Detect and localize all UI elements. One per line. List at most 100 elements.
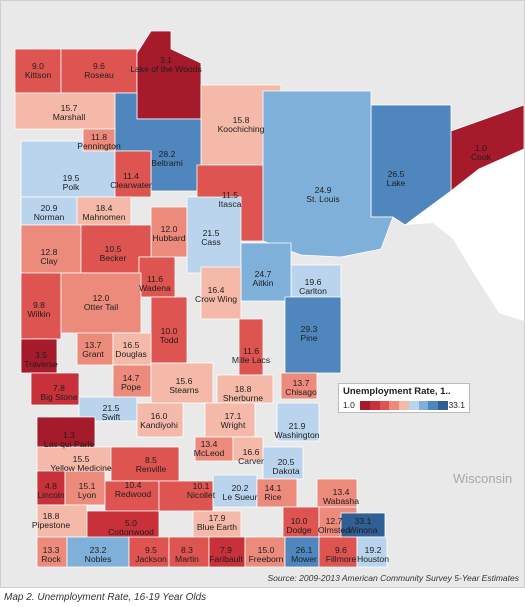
county-label-wilkin: 9.8 Wilkin [28, 300, 51, 319]
county-label-freeborn: 15.0 Freeborn [249, 545, 284, 564]
figure-caption: Map 2. Unemployment Rate, 16-19 Year Old… [4, 592, 207, 603]
county-label-dakota: 20.5 Dakota [272, 457, 299, 476]
legend-row: 1.0 33.1 [343, 398, 465, 412]
county-label-rice: 14.1 Rice [264, 483, 281, 502]
county-label-becker: 10.5 Becker [100, 244, 127, 263]
county-value: 24.7 [255, 269, 272, 279]
county-value: 13.7 [293, 378, 310, 388]
county-value: 16.6 [243, 447, 260, 457]
county-name: Winona [348, 525, 377, 535]
county-name: Lake of the Woods [130, 64, 202, 74]
county-label-pipestone: 18.8 Pipestone [32, 511, 70, 530]
county-label-polk: 19.5 Polk [63, 173, 80, 192]
county-label-wabasha: 13.4 Wabasha [323, 487, 359, 506]
county-pine[interactable] [284, 296, 342, 374]
county-value: 11.6 [147, 274, 163, 284]
county-value: 21.9 [289, 421, 306, 431]
county-name: Cook [471, 152, 492, 162]
county-label-itasca: 11.5 Itasca [219, 190, 242, 209]
legend-swatch [428, 401, 439, 410]
county-label-chisago: 13.7 Chisago [285, 378, 317, 397]
county-label-kandiyohi: 16.0 Kandiyohi [140, 411, 178, 430]
county-name: Clay [40, 256, 58, 266]
county-value: 19.5 [63, 173, 80, 183]
county-label-rock: 13.3 Rock [41, 545, 61, 564]
county-label-nicollet: 10.1 Nicollet [187, 481, 216, 500]
county-name: Pipestone [32, 520, 70, 530]
county-wilkin[interactable] [20, 272, 62, 340]
county-label-sherburne: 18.8 Sherburne [223, 384, 263, 403]
county-label-koochiching: 15.8 Koochiching [218, 115, 265, 134]
county-label-pope: 14.7 Pope [121, 373, 141, 392]
county-name: Cass [201, 237, 221, 247]
county-name: Wabasha [323, 496, 359, 506]
county-label-lake: 26.5 Lake [387, 169, 406, 188]
county-name: Clearwater [110, 180, 152, 190]
legend-swatch [418, 401, 429, 410]
county-name: Swift [102, 412, 121, 422]
county-kandiyohi[interactable] [136, 402, 184, 438]
county-name: Otter Tail [84, 302, 118, 312]
county-label-pine: 29.3 Pine [300, 324, 317, 343]
county-label-hubbard: 12.0 Hubbard [153, 224, 186, 243]
county-name: Freeborn [249, 554, 284, 564]
county-value: 3.5 [35, 350, 47, 360]
county-name: Kandiyohi [140, 420, 178, 430]
county-houston[interactable] [356, 536, 388, 568]
county-label-norman: 20.9 Norman [34, 203, 65, 222]
legend-min-label: 1.0 [343, 400, 355, 410]
county-label-cook: 1.0 Cook [471, 143, 492, 162]
county-value: 7.9 [220, 545, 232, 555]
county-label-yellow-medicine: 15.5 Yellow Medicine [50, 454, 112, 473]
legend-max-label: 33.1 [448, 400, 465, 410]
county-name: Itasca [219, 199, 242, 209]
county-name: Lincoln [37, 490, 64, 500]
county-name: Traverse [24, 359, 58, 369]
county-value: 11.4 [123, 171, 139, 181]
county-value: 10.1 [193, 481, 210, 491]
county-value: 1.0 [475, 143, 487, 153]
county-name: Cottonwood [108, 527, 154, 537]
county-name: Faribault [209, 554, 243, 564]
county-name: Redwood [115, 489, 152, 499]
county-washington[interactable] [276, 402, 320, 442]
county-value: 15.7 [61, 103, 78, 113]
county-value: 20.9 [41, 203, 58, 213]
county-name: Lyon [78, 490, 97, 500]
county-name: Fillmore [326, 554, 357, 564]
county-value: 9.6 [335, 545, 347, 555]
county-value: 13.4 [333, 487, 350, 497]
county-label-lac-qui-parle: 1.3 Lac qui Parle [44, 430, 94, 449]
county-name: Wright [221, 420, 246, 430]
county-clearwater[interactable] [114, 150, 152, 198]
county-label-kittson: 9.0 Kittson [25, 61, 51, 80]
legend-swatch [408, 401, 419, 410]
county-label-carlton: 19.6 Carlton [299, 277, 327, 296]
county-dakota[interactable] [262, 446, 304, 480]
legend-swatch [360, 401, 370, 410]
county-name: Becker [100, 253, 127, 263]
county-name: Roseau [84, 70, 114, 80]
county-label-crow-wing: 16.4 Crow Wing [195, 285, 237, 304]
county-name: Dodge [286, 525, 312, 535]
county-label-douglas: 16.5 Douglas [115, 340, 147, 359]
legend-title: Unemployment Rate, 1.. [343, 386, 451, 397]
legend-swatch [389, 401, 400, 410]
county-chisago[interactable] [280, 372, 318, 400]
county-value: 29.3 [301, 324, 318, 334]
county-value: 13.7 [85, 340, 102, 350]
county-label-nobles: 23.2 Nobles [85, 545, 112, 564]
county-value: 4.8 [45, 481, 57, 491]
county-value: 8.3 [181, 545, 193, 555]
county-value: 19.2 [365, 545, 382, 555]
county-label-traverse: 3.5 Traverse [24, 350, 58, 369]
county-name: Dakota [272, 466, 299, 476]
county-label-otter-tail: 12.0 Otter Tail [84, 293, 118, 312]
county-value: 16.4 [208, 285, 225, 295]
county-sherburne[interactable] [216, 374, 274, 404]
county-value: 28.2 [159, 149, 176, 159]
legend-color-bar [360, 401, 449, 410]
